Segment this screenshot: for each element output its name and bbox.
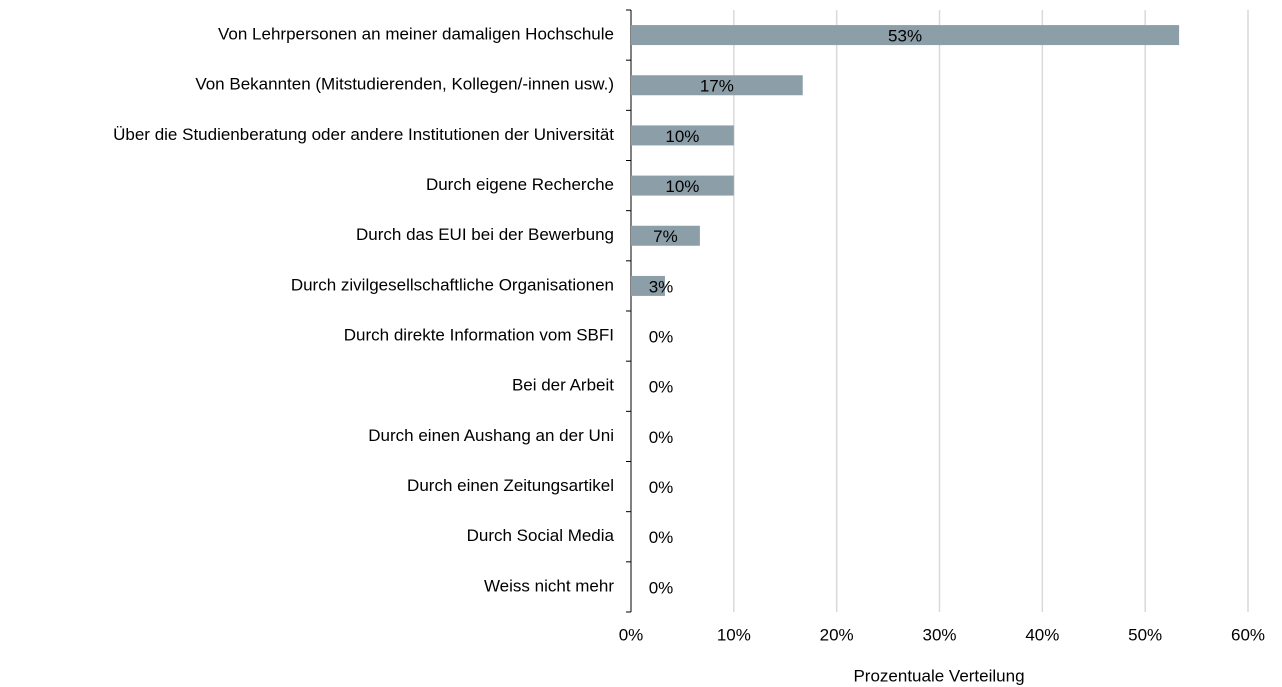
y-tick-label: Durch eigene Recherche [426, 175, 614, 194]
data-label: 0% [649, 528, 674, 547]
x-axis-title: Prozentuale Verteilung [853, 666, 1024, 685]
data-label: 0% [649, 428, 674, 447]
bar [631, 25, 1180, 46]
y-tick-label: Von Lehrpersonen an meiner damaligen Hoc… [218, 25, 614, 44]
data-label: 0% [649, 328, 674, 347]
y-tick-label: Über die Studienberatung oder andere Ins… [113, 125, 614, 144]
data-label: 0% [649, 578, 674, 597]
x-tick-label: 20% [820, 625, 854, 644]
data-label: 3% [649, 277, 674, 296]
x-tick-label: 10% [717, 625, 751, 644]
data-label: 17% [700, 77, 734, 96]
y-tick-label: Durch einen Aushang an der Uni [368, 426, 614, 445]
data-label: 10% [665, 127, 699, 146]
data-label: 10% [665, 177, 699, 196]
data-label: 0% [649, 378, 674, 397]
y-tick-label: Durch das EUI bei der Bewerbung [356, 225, 614, 244]
data-label: 0% [649, 478, 674, 497]
x-tick-label: 0% [619, 625, 644, 644]
y-tick-label: Durch zivilgesellschaftliche Organisatio… [291, 275, 614, 294]
y-tick-label: Bei der Arbeit [512, 376, 614, 395]
x-tick-label: 60% [1231, 625, 1265, 644]
y-tick-label: Weiss nicht mehr [484, 576, 614, 595]
x-tick-label: 40% [1025, 625, 1059, 644]
y-tick-label: Von Bekannten (Mitstudierenden, Kollegen… [195, 75, 614, 94]
y-tick-label: Durch Social Media [467, 526, 615, 545]
bar [631, 75, 803, 96]
x-tick-label: 50% [1128, 625, 1162, 644]
y-tick-label: Durch einen Zeitungsartikel [407, 476, 614, 495]
data-label: 7% [653, 227, 678, 246]
data-label: 53% [888, 27, 922, 46]
bar [631, 175, 734, 196]
y-tick-label: Durch direkte Information vom SBFI [344, 326, 614, 345]
x-tick-label: 30% [922, 625, 956, 644]
bar [631, 275, 665, 296]
bar [631, 225, 700, 246]
bar [631, 125, 734, 146]
